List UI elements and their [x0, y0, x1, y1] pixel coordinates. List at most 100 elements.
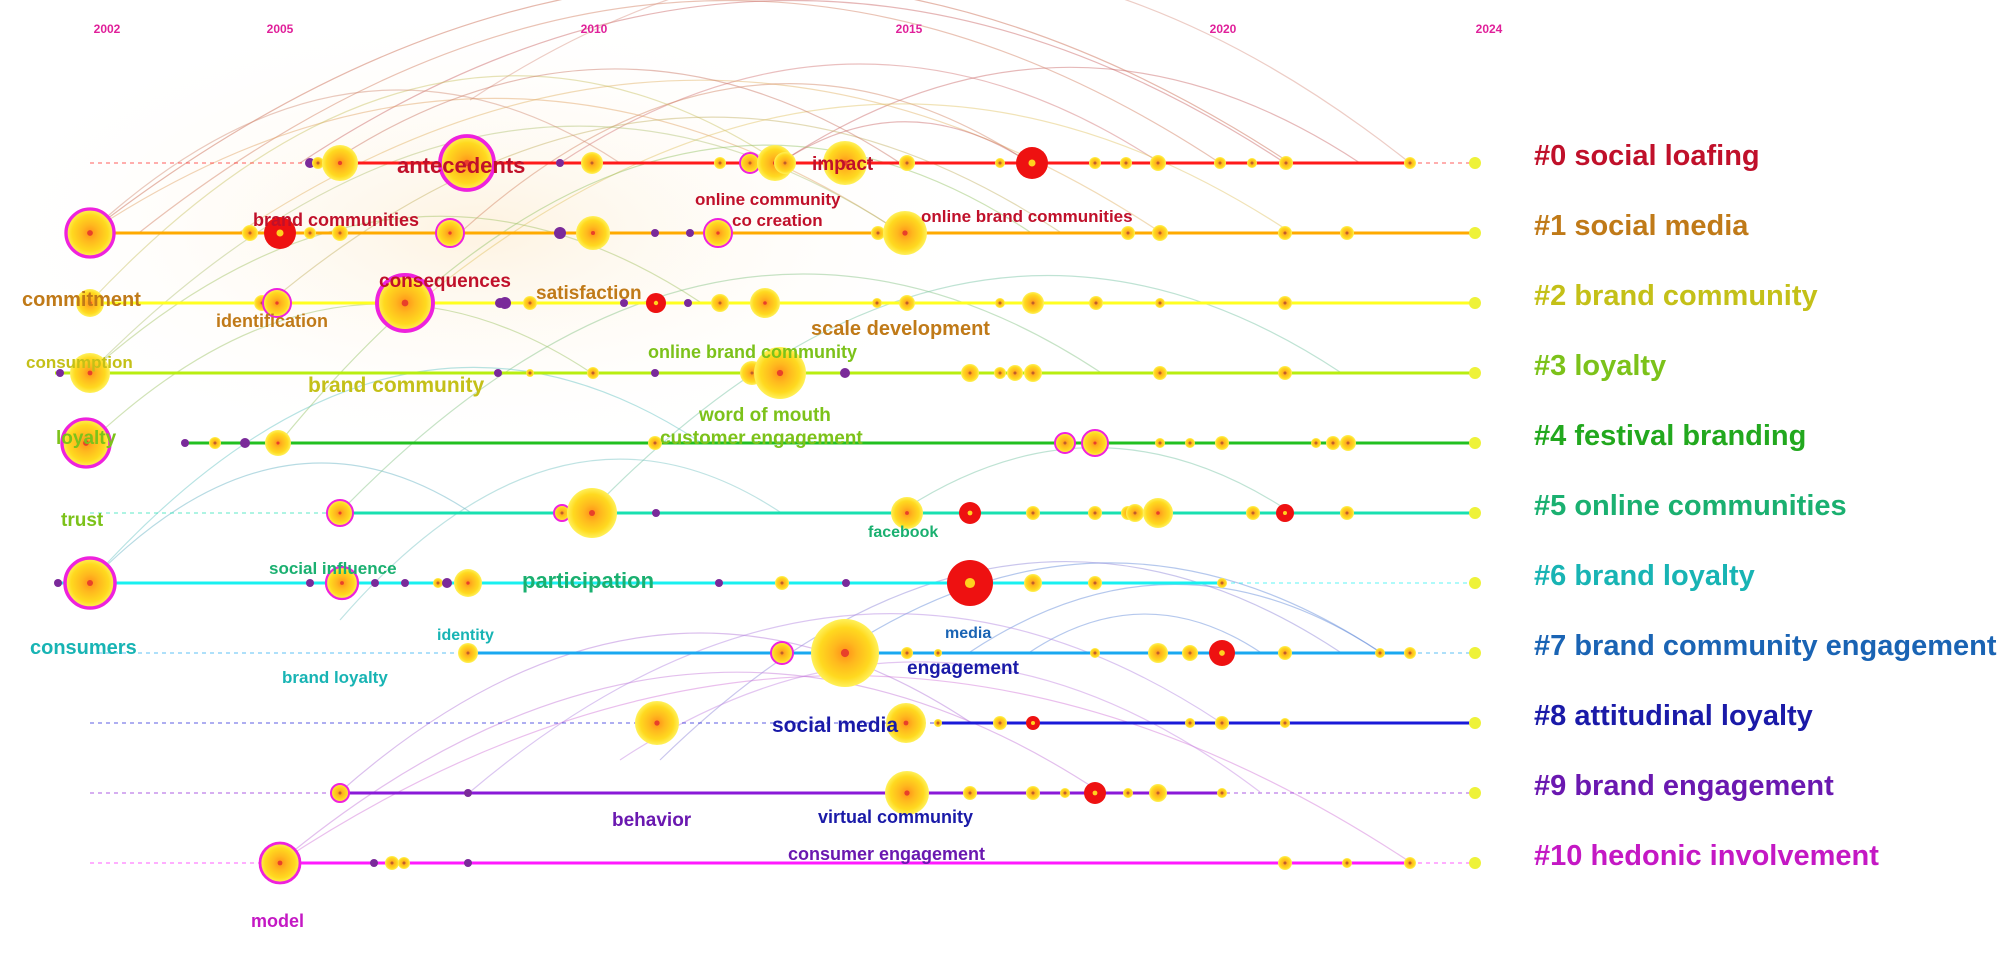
node-43 [499, 297, 511, 309]
citation-arc-16 [589, 274, 1341, 513]
node-68-center [1013, 371, 1017, 375]
keyword-facebook: facebook [868, 524, 938, 541]
citation-arc-23 [659, 561, 1341, 761]
node-6-center [748, 161, 752, 165]
node-95-center [1133, 511, 1137, 515]
cluster-label-4: #4 festival branding [1534, 420, 1806, 452]
citation-arc-30 [899, 447, 1291, 513]
node-54-center [1158, 301, 1162, 305]
node-113-center [1093, 581, 1097, 585]
node-1-center [316, 161, 320, 165]
node-145-center [1156, 791, 1160, 795]
node-52-center [1031, 301, 1035, 305]
timeline-end-dot-8 [1469, 717, 1481, 729]
node-147-center [277, 860, 283, 866]
node-50-center [905, 301, 909, 305]
node-21-center [87, 230, 93, 236]
node-90-center [905, 511, 909, 515]
node-16-center [1250, 161, 1254, 165]
node-86-center [338, 511, 342, 515]
node-83-center [1331, 441, 1335, 445]
keyword-brand-community: brand community [308, 374, 485, 397]
keyword-loyalty: loyalty [56, 428, 117, 449]
citation-arc-19 [339, 458, 781, 621]
node-107-center [466, 581, 470, 585]
citation-arc-18 [89, 462, 471, 583]
node-71-center [1283, 371, 1287, 375]
node-38-center [88, 301, 92, 305]
node-40-center [275, 301, 279, 305]
citation-arc-5 [559, 63, 1161, 164]
keyword-word-of-mouth: word of mouth [698, 405, 831, 426]
node-45 [620, 299, 628, 307]
year-label-2010: 2010 [581, 22, 608, 36]
node-118-center [780, 651, 784, 655]
node-88-center [589, 510, 595, 516]
keyword-social-influence: social influence [269, 559, 397, 578]
node-46-core [653, 300, 659, 306]
keyword-consumers: consumers [30, 637, 137, 659]
cluster-label-3: #3 loyalty [1534, 350, 1666, 382]
node-152-center [1283, 861, 1287, 865]
citation-arc-2 [299, 0, 1286, 164]
node-19-center [463, 159, 471, 167]
node-30-center [716, 231, 720, 235]
node-9-center [905, 161, 909, 165]
keyword-nodes [54, 134, 1416, 885]
node-133-center [1220, 721, 1224, 725]
node-29 [686, 229, 694, 237]
citation-arc-22 [1029, 613, 1261, 653]
node-49-center [875, 301, 879, 305]
node-76-center [653, 441, 657, 445]
keyword-impact: impact [812, 154, 874, 175]
node-17-center [1284, 161, 1288, 165]
node-33-center [1158, 231, 1162, 235]
year-label-2015: 2015 [896, 22, 923, 36]
node-154-center [1408, 861, 1412, 865]
year-label-2020: 2020 [1210, 22, 1237, 36]
timeline-end-dot-1 [1469, 227, 1481, 239]
citation-arc-17 [89, 366, 701, 583]
node-72 [181, 439, 189, 447]
node-22-center [248, 231, 252, 235]
node-136-center [903, 720, 909, 726]
node-122-center [1093, 651, 1097, 655]
node-89 [652, 509, 660, 517]
node-114-center [1220, 581, 1224, 585]
node-148 [370, 859, 378, 867]
node-116-core [964, 577, 976, 589]
node-75-center [276, 441, 280, 445]
node-80-center [1188, 441, 1192, 445]
node-144-center [1126, 791, 1130, 795]
cluster-labels: #0 social loafing #1 social media #2 bra… [1534, 140, 1997, 872]
year-label-2024: 2024 [1476, 22, 1503, 36]
node-5-center [718, 161, 722, 165]
keyword-online-brand-community: online brand community [648, 342, 857, 362]
node-66-center [968, 371, 972, 375]
node-103 [371, 579, 379, 587]
keyword-consumption: consumption [26, 353, 133, 372]
node-67-center [998, 371, 1002, 375]
node-11-core [1028, 159, 1036, 167]
keyword-customer-engagement: customer engagement [660, 428, 863, 449]
node-96-center [1156, 511, 1160, 515]
node-79-center [1158, 441, 1162, 445]
node-20-center [842, 160, 848, 166]
node-120-center [905, 651, 909, 655]
node-69-center [1031, 371, 1035, 375]
timeline-end-dot-2 [1469, 297, 1481, 309]
node-112-center [1031, 581, 1035, 585]
keyword-online-community: online community [695, 190, 841, 209]
node-125-core [1219, 650, 1225, 656]
node-102 [306, 579, 314, 587]
node-48-center [718, 301, 722, 305]
citation-arc-21 [969, 583, 1381, 653]
node-53-center [1094, 301, 1098, 305]
node-134-center [1283, 721, 1287, 725]
keyword-identification: identification [216, 311, 328, 331]
timeline-end-dot-10 [1469, 857, 1481, 869]
node-93-center [1093, 511, 1097, 515]
node-57 [56, 369, 64, 377]
node-92-center [1031, 511, 1035, 515]
citation-arc-4 [779, 66, 1361, 164]
